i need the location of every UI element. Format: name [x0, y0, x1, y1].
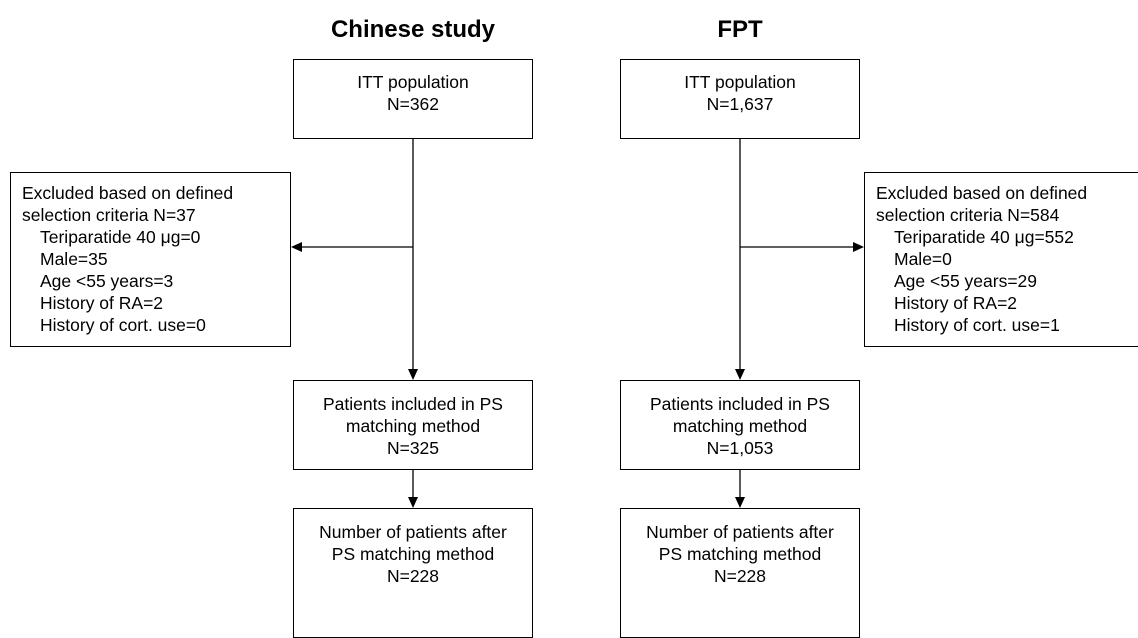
- matched-box-fpt: Number of patients after PS matching met…: [620, 508, 860, 638]
- itt-label: ITT population: [684, 72, 796, 92]
- matched-line-1: Number of patients after: [319, 522, 507, 542]
- itt-count: N=362: [386, 94, 440, 114]
- itt-count: N=1,637: [706, 94, 774, 114]
- excluded-age: Age <55 years=29: [894, 271, 1038, 291]
- arrowhead-included-right: [735, 369, 745, 380]
- excluded-age: Age <55 years=3: [40, 271, 174, 291]
- excluded-box-chinese: Excluded based on defined selection crit…: [10, 172, 291, 347]
- arrowhead-matched-left: [408, 497, 418, 508]
- matched-line-2: PS matching method: [331, 544, 495, 564]
- excluded-cort: History of cort. use=0: [40, 315, 206, 335]
- included-count: N=325: [386, 438, 440, 458]
- included-line-1: Patients included in PS: [650, 394, 830, 414]
- arrowhead-included-left: [408, 369, 418, 380]
- included-count: N=1,053: [706, 438, 774, 458]
- matched-count: N=228: [386, 566, 440, 586]
- excluded-male: Male=0: [894, 249, 952, 269]
- arrowhead-excluded-right: [853, 242, 864, 252]
- included-box-fpt: Patients included in PS matching method …: [620, 380, 860, 470]
- itt-label: ITT population: [357, 72, 469, 92]
- matched-line-1: Number of patients after: [646, 522, 834, 542]
- matched-box-chinese: Number of patients after PS matching met…: [293, 508, 533, 638]
- excluded-ra: History of RA=2: [894, 293, 1018, 313]
- arrowhead-matched-right: [735, 497, 745, 508]
- included-line-2: matching method: [345, 416, 481, 436]
- itt-population-box-chinese: ITT population N=362: [293, 59, 533, 139]
- column-title-fpt: FPT: [717, 16, 763, 43]
- excluded-ra: History of RA=2: [40, 293, 164, 313]
- excluded-box-fpt: Excluded based on defined selection crit…: [864, 172, 1138, 347]
- arrowhead-excluded-left: [291, 242, 302, 252]
- excluded-male: Male=35: [40, 249, 108, 269]
- itt-population-box-fpt: ITT population N=1,637: [620, 59, 860, 139]
- excluded-heading: Excluded based on defined: [22, 183, 234, 203]
- excluded-heading: Excluded based on defined: [876, 183, 1088, 203]
- included-line-2: matching method: [672, 416, 808, 436]
- matched-line-2: PS matching method: [658, 544, 822, 564]
- excluded-total: selection criteria N=37: [22, 205, 196, 225]
- included-line-1: Patients included in PS: [323, 394, 503, 414]
- excluded-cort: History of cort. use=1: [894, 315, 1060, 335]
- excluded-teriparatide: Teriparatide 40 μg=552: [894, 227, 1074, 247]
- included-box-chinese: Patients included in PS matching method …: [293, 380, 533, 470]
- excluded-teriparatide: Teriparatide 40 μg=0: [40, 227, 201, 247]
- excluded-total: selection criteria N=584: [876, 205, 1060, 225]
- matched-count: N=228: [713, 566, 767, 586]
- column-title-chinese-study: Chinese study: [330, 16, 496, 43]
- flow-connectors: [291, 139, 864, 508]
